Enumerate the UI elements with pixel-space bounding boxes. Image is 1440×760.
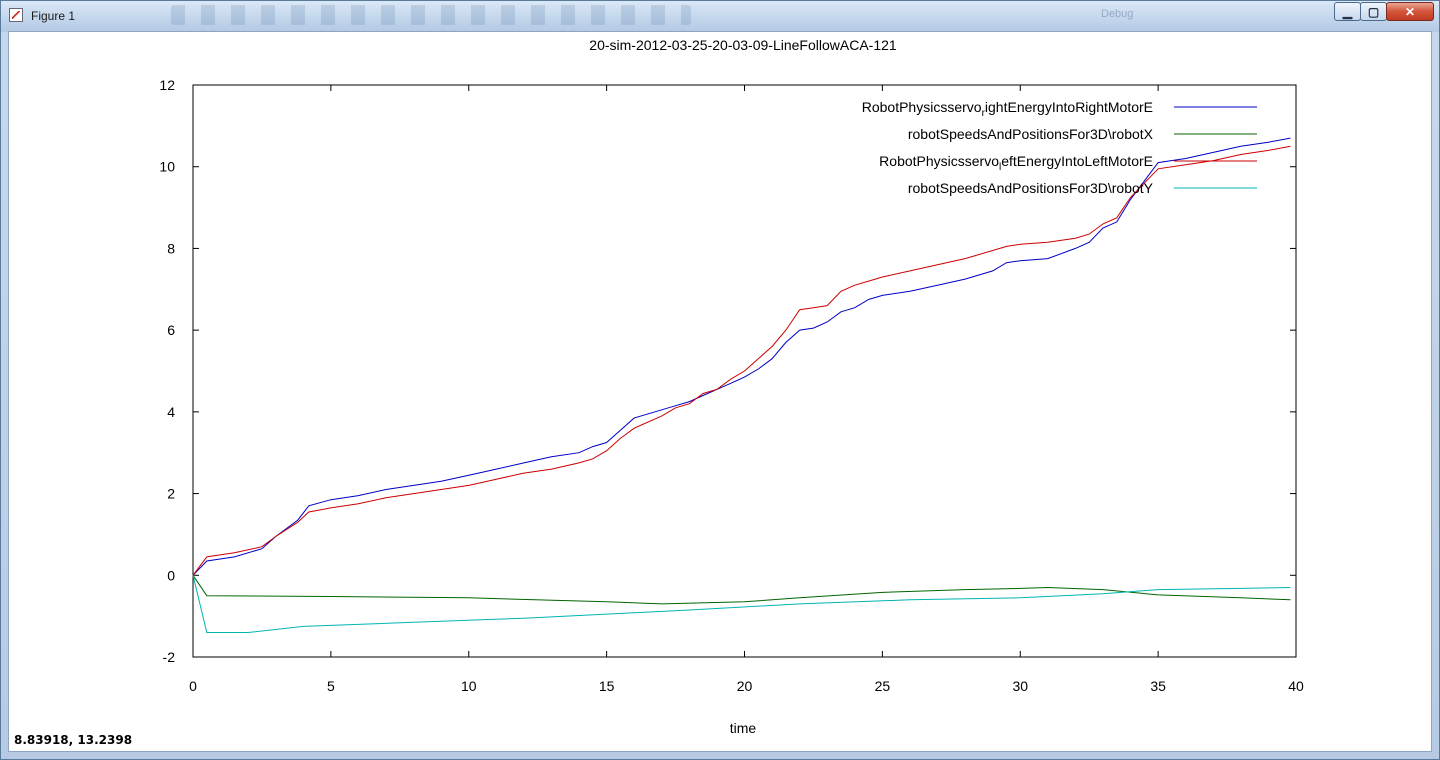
figure-canvas[interactable]: [8, 31, 1432, 752]
background-toolbar: [171, 5, 691, 25]
window-title: Figure 1: [31, 9, 76, 23]
y-tick-label: 8: [167, 240, 175, 256]
x-tick-label: 15: [599, 678, 615, 694]
title-bar[interactable]: Figure 1 Debug ▁ ▢ ✕: [1, 1, 1439, 32]
y-tick-label: 12: [159, 77, 175, 93]
y-tick-label: 10: [159, 159, 175, 175]
coordinate-readout: 8.83918, 13.2398: [14, 733, 133, 747]
x-tick-label: 35: [1150, 678, 1166, 694]
background-debug-label: Debug: [1101, 8, 1134, 20]
x-tick-label: 20: [737, 678, 753, 694]
x-tick-label: 40: [1288, 678, 1304, 694]
y-tick-label: 6: [167, 322, 175, 338]
legend-label-1: robotSpeedsAndPositionsFor3D\robotX: [908, 126, 1154, 142]
legend-label-3: robotSpeedsAndPositionsFor3D\robotY: [908, 180, 1154, 196]
x-tick-label: 5: [327, 678, 335, 694]
axis-ticks: 0 5 10 15 20 25 30 35 40 -2 0 2 4 6 8 10 12: [159, 77, 1304, 694]
series-line-3: [192, 575, 1291, 633]
figure-icon: [9, 8, 23, 22]
legend-label-0: RobotPhysicsservorightEnergyIntoRightMot…: [862, 99, 1153, 119]
series-line-0: [192, 137, 1291, 576]
x-tick-label: 0: [189, 678, 197, 694]
y-tick-label: 2: [167, 486, 175, 502]
x-tick-label: 25: [875, 678, 891, 694]
series-line-2: [192, 145, 1291, 576]
x-tick-label: 10: [461, 678, 477, 694]
chart-title: 20-sim-2012-03-25-20-03-09-LineFollowACA…: [589, 37, 897, 53]
series-lines: [192, 137, 1291, 633]
series-line-1: [192, 575, 1291, 605]
y-tick-label: -2: [163, 649, 176, 665]
y-tick-label: 4: [167, 404, 175, 420]
x-axis-label: time: [730, 720, 757, 736]
y-tick-label: 0: [167, 567, 175, 583]
legend: RobotPhysicsservorightEnergyIntoRightMot…: [862, 99, 1257, 196]
x-tick-label: 30: [1012, 678, 1028, 694]
legend-label-2: RobotPhysicsservoleftEnergyIntoLeftMotor…: [879, 153, 1153, 173]
close-button[interactable]: ✕: [1386, 2, 1434, 21]
